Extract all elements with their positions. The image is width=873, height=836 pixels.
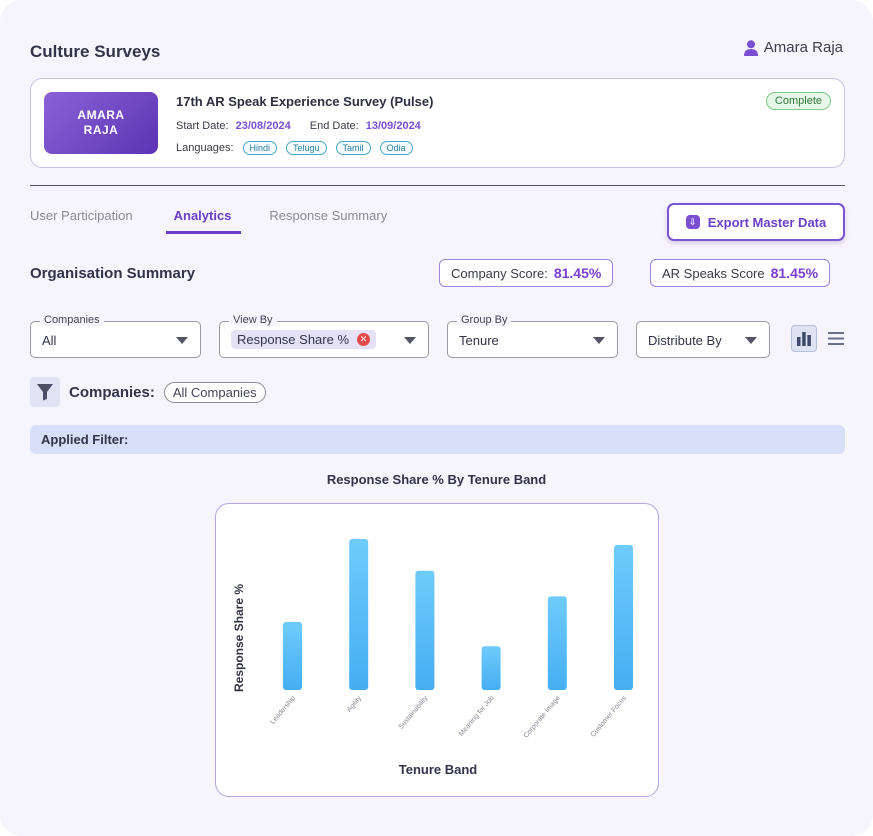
company-logo: AMARA RAJA	[44, 92, 158, 154]
bar-meaning-for-job[interactable]	[481, 646, 501, 690]
view-toggle	[791, 325, 849, 352]
x-tick-label: Corporate Image	[523, 695, 562, 740]
languages-row: Languages: Hindi Telugu Tamil Odia	[176, 141, 413, 155]
end-date: 13/09/2024	[365, 120, 421, 132]
bar-chart: Response Share % Tenure Band Leadership A…	[232, 539, 633, 777]
group-by-select-value: Tenure	[459, 333, 499, 348]
tab-bar: User Participation Analytics Response Su…	[30, 208, 387, 234]
funnel-icon	[37, 384, 53, 401]
clear-icon[interactable]: ✕	[357, 333, 371, 346]
languages-label: Languages:	[176, 142, 234, 154]
start-date: 23/08/2024	[235, 120, 291, 132]
chevron-down-icon	[593, 337, 605, 344]
status-badge: Complete	[765, 92, 831, 110]
x-tick-label: Sustainability	[398, 694, 430, 730]
tab-response-summary[interactable]: Response Summary	[269, 208, 388, 223]
bar-chart-icon	[797, 332, 811, 346]
y-axis-label: Response Share %	[232, 584, 246, 692]
group-by-select-label: Group By	[457, 314, 512, 326]
export-label: Export Master Data	[707, 214, 827, 230]
chart-title: Response Share % By Tenure Band	[326, 472, 547, 487]
ar-speaks-score-box: AR Speaks Score 81.45%	[650, 259, 831, 287]
language-chip: Tamil	[335, 141, 371, 155]
ar-score-label: AR Speaks Score	[662, 265, 765, 281]
language-chip: Hindi	[242, 141, 278, 155]
download-icon: ⇩	[685, 215, 700, 229]
x-tick-label: Leadership	[269, 695, 297, 726]
tab-user-participation[interactable]: User Participation	[30, 208, 133, 223]
chevron-down-icon	[176, 337, 188, 344]
organisation-summary-title: Organisation Summary	[30, 265, 196, 282]
survey-dates: Start Date: 23/08/2024 End Date: 13/09/2…	[176, 120, 437, 132]
company-score-label: Company Score:	[451, 265, 548, 281]
tab-analytics[interactable]: Analytics	[165, 208, 242, 234]
bars-group	[283, 539, 633, 690]
person-icon	[743, 39, 758, 56]
bar-leadership[interactable]	[283, 622, 302, 690]
chevron-down-icon	[745, 337, 757, 344]
start-date-label: Start Date:	[176, 120, 229, 132]
companies-select-label: Companies	[40, 314, 104, 326]
page-title: Culture Surveys	[30, 42, 161, 61]
filter-button[interactable]	[30, 377, 60, 407]
company-score-value: 81.45%	[553, 265, 602, 281]
list-icon	[828, 332, 844, 345]
user-name: Amara Raja	[763, 39, 843, 56]
end-date-label: End Date:	[309, 120, 359, 132]
language-chip: Telugu	[286, 141, 327, 155]
companies-filter-row: Companies: All Companies	[30, 377, 266, 407]
x-tick-label: Meaning for Job	[458, 695, 496, 738]
bar-customer-focus[interactable]	[614, 545, 633, 690]
chart-card: Response Share % Tenure Band Leadership A…	[215, 503, 659, 797]
x-ticks-group: Leadership Agility Sustainability Meaning f…	[269, 694, 628, 739]
view-by-chip: Response Share % ✕	[231, 330, 377, 349]
chart-view-button[interactable]	[791, 325, 817, 352]
language-chip: Odia	[379, 141, 413, 155]
export-master-data-button[interactable]: ⇩ Export Master Data	[667, 203, 845, 241]
distribute-by-select[interactable]: Distribute By	[636, 321, 770, 358]
view-by-select[interactable]: View By Response Share % ✕	[219, 314, 429, 358]
bar-corporate-image[interactable]	[547, 596, 567, 690]
companies-filter-label: Companies:	[69, 383, 155, 401]
view-by-chip-label: Response Share %	[237, 332, 350, 347]
x-tick-label: Customer Focus	[590, 694, 629, 738]
x-axis-label: Tenure Band	[399, 762, 478, 777]
ar-score-value: 81.45%	[770, 265, 819, 281]
survey-name: 17th AR Speak Experience Survey (Pulse)	[176, 94, 434, 109]
company-score-box: Company Score: 81.45%	[439, 259, 614, 287]
applied-filter-bar: Applied Filter:	[30, 425, 845, 454]
bar-sustainability[interactable]	[415, 570, 435, 690]
x-tick-label: Agility	[346, 694, 364, 713]
bar-agility[interactable]	[349, 539, 369, 690]
companies-select[interactable]: Companies All	[30, 314, 201, 358]
distribute-by-value: Distribute By	[648, 333, 722, 348]
user-menu[interactable]: Amara Raja	[743, 39, 843, 56]
group-by-select[interactable]: Group By Tenure	[447, 314, 618, 358]
companies-select-value: All	[42, 333, 57, 348]
all-companies-pill[interactable]: All Companies	[163, 381, 266, 403]
chevron-down-icon	[404, 337, 416, 344]
view-by-select-label: View By	[229, 314, 277, 326]
divider	[30, 185, 845, 186]
table-view-button[interactable]	[823, 325, 849, 352]
survey-card: AMARA RAJA 17th AR Speak Experience Surv…	[30, 78, 845, 168]
